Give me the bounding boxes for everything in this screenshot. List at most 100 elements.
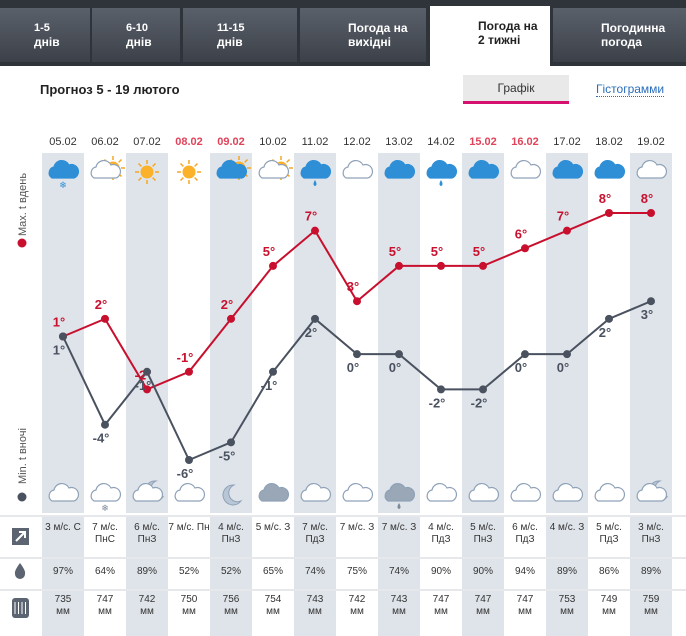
column-band xyxy=(630,153,672,513)
cloud xyxy=(594,482,626,502)
cloud xyxy=(174,482,206,502)
sun-ray xyxy=(137,162,142,167)
tab-label: Погодинна погода xyxy=(601,21,665,49)
date-label: 13.02 xyxy=(385,136,413,148)
table-cell: 759 мм xyxy=(642,594,660,617)
heading: Прогноз 5 - 19 лютого xyxy=(40,82,180,97)
column-band xyxy=(546,517,588,557)
temp-label: 3° xyxy=(347,279,359,294)
table-cell: 5 м/с. З xyxy=(255,522,291,533)
sun-ray xyxy=(118,158,123,163)
column-band xyxy=(42,559,84,589)
cloud-icon xyxy=(90,159,122,179)
cloud xyxy=(258,482,290,502)
table-cell: 5 м/с. ПдЗ xyxy=(596,522,622,545)
tab-label: 6-10 днів xyxy=(126,21,152,49)
table-cell: 86% xyxy=(598,566,619,577)
temp-label: 6° xyxy=(515,226,527,241)
table-cell: 6 м/с. ПнЗ xyxy=(134,522,160,545)
wind-arrow xyxy=(15,531,26,542)
temp-point xyxy=(395,261,403,270)
tab[interactable]: Погодинна погода xyxy=(553,8,686,62)
column-band xyxy=(126,559,168,589)
tab-line: Погода на xyxy=(348,21,408,35)
table-cell: 743 мм xyxy=(390,594,408,617)
sun-ray xyxy=(152,162,157,167)
cloud xyxy=(48,159,80,179)
temp-point xyxy=(647,297,655,306)
table-cell: 89% xyxy=(556,566,577,577)
pressure-icon xyxy=(12,598,29,618)
rain-drop xyxy=(313,180,317,186)
table-cell: 742 мм xyxy=(348,594,366,617)
tab-line: днів xyxy=(126,35,152,49)
temp-label: 5° xyxy=(473,244,485,259)
table-cell: 7 м/с. З xyxy=(381,522,417,533)
cloud-icon xyxy=(636,159,668,179)
cloud-icon xyxy=(426,482,458,502)
column-band xyxy=(378,153,420,513)
humidity-icon xyxy=(14,563,26,579)
cloud-icon xyxy=(552,159,584,179)
cloud-icon xyxy=(594,159,626,179)
graph-button[interactable]: Графік xyxy=(463,75,569,104)
sun-ray xyxy=(137,177,142,182)
column-band xyxy=(42,517,84,557)
table-cell: 747 мм xyxy=(432,594,450,617)
temp-label: -1° xyxy=(135,378,152,393)
column-band xyxy=(126,153,168,513)
moon-icon xyxy=(222,484,243,506)
tab[interactable]: 6-10 днів xyxy=(92,8,180,62)
temp-label: 1° xyxy=(53,315,65,330)
date-label: 15.02 xyxy=(469,136,497,148)
histogram-link[interactable]: Гістограмми xyxy=(596,82,665,97)
cloud-icon xyxy=(90,482,122,502)
cloud xyxy=(468,482,500,502)
cloud xyxy=(300,482,332,502)
temp-point xyxy=(185,456,193,464)
date-label: 06.02 xyxy=(91,136,119,148)
table-cell: 74% xyxy=(304,566,325,577)
date-label: 12.02 xyxy=(343,136,371,148)
tab-line: 2 тижні xyxy=(478,33,521,47)
table-cell: 97% xyxy=(52,566,73,577)
cloud-icon xyxy=(48,482,80,502)
tab-line: Погода на xyxy=(478,19,538,33)
cloud xyxy=(426,159,458,179)
table-cell: 742 мм xyxy=(138,594,156,617)
date-label: 10.02 xyxy=(259,136,287,148)
column-band xyxy=(378,559,420,589)
column-band xyxy=(294,517,336,557)
date-label: 14.02 xyxy=(427,136,455,148)
tab[interactable]: Погода на вихідні xyxy=(300,8,426,62)
rain-drop xyxy=(439,180,443,186)
tab-line: 6-10 xyxy=(126,22,149,34)
tab-line: Погодинна xyxy=(601,21,666,35)
table-cell: 7 м/с. З xyxy=(339,522,375,533)
cloud-icon xyxy=(468,482,500,502)
column-band xyxy=(126,517,168,557)
date-label: 16.02 xyxy=(511,136,539,148)
table-cell: 7 м/с. Пн xyxy=(168,522,210,533)
temp-point xyxy=(269,367,277,376)
tab-label: 1-5 днів xyxy=(34,21,60,49)
tab[interactable]: 11-15 днів xyxy=(183,8,297,62)
column-band xyxy=(630,517,672,557)
cloud xyxy=(594,159,626,179)
sun-ray xyxy=(244,158,249,163)
table-cell: 747 мм xyxy=(516,594,534,617)
cloud xyxy=(258,159,290,179)
column-band xyxy=(462,591,504,636)
cloud xyxy=(216,159,248,179)
cloud-icon xyxy=(258,482,290,502)
temp-label: 0° xyxy=(515,360,527,375)
cloud-icon xyxy=(48,159,80,179)
cloud-icon xyxy=(300,482,332,502)
date-label: 18.02 xyxy=(595,136,623,148)
cloud-icon xyxy=(342,482,374,502)
temp-label: 3° xyxy=(641,307,653,322)
tab[interactable]: Погода на 2 тижні xyxy=(430,6,550,66)
tab[interactable]: 1-5 днів xyxy=(0,8,90,62)
temp-point xyxy=(521,244,529,253)
